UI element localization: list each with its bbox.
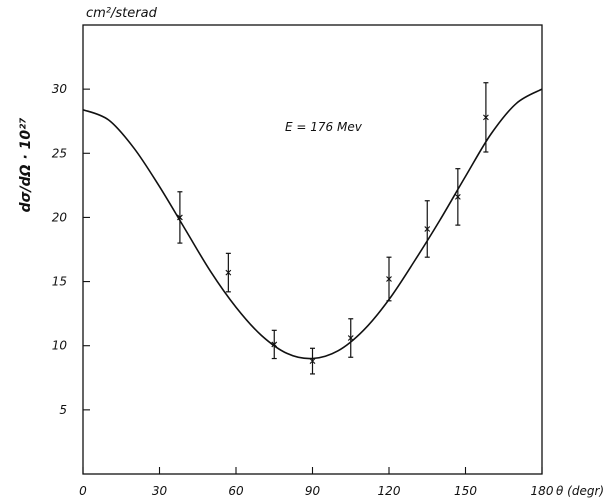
plot-frame — [82, 24, 543, 475]
point-marker-6 — [424, 226, 431, 232]
point-marker-4 — [347, 335, 354, 341]
x-tick-label-2: 60 — [228, 484, 244, 498]
x-tick-label-4: 120 — [378, 484, 401, 498]
data-point-8 — [483, 82, 489, 153]
data-point-3 — [309, 347, 316, 375]
x-tick-label-6: 180 — [531, 484, 554, 498]
point-marker-2 — [271, 341, 278, 348]
x-tick-label-3: 90 — [305, 484, 321, 498]
x-tick-label-5: 150 — [454, 484, 477, 498]
energy-annotation: E = 176 Mev — [285, 120, 363, 134]
x-tick-label-0: 0 — [79, 484, 87, 498]
data-point-7 — [454, 168, 461, 226]
axis-ticks — [82, 88, 543, 474]
y-axis-title: dσ/dΩ · 10²⁷ — [18, 118, 34, 213]
data-point-4 — [347, 318, 354, 358]
data-point-5 — [386, 256, 392, 302]
x-tick-label-1: 30 — [152, 484, 168, 498]
y-tick-label-0: 5 — [59, 403, 67, 417]
data-point-0 — [177, 191, 183, 244]
y-tick-label-1: 10 — [52, 339, 68, 353]
y-tick-label-2: 15 — [52, 275, 67, 289]
point-marker-5 — [386, 276, 392, 282]
point-marker-3 — [309, 358, 316, 364]
data-points-group — [177, 82, 489, 375]
y-unit-label: cm²/sterad — [86, 6, 158, 21]
y-tick-label-3: 20 — [52, 210, 68, 224]
data-point-6 — [424, 200, 431, 258]
y-tick-label-4: 25 — [52, 146, 67, 160]
data-point-2 — [271, 329, 278, 360]
data-point-1 — [225, 252, 232, 293]
y-tick-label-5: 30 — [52, 82, 68, 96]
point-marker-0 — [177, 214, 183, 221]
tick-labels-group: 0 30 60 90 120 150 180 5 10 15 20 25 30 — [52, 82, 554, 498]
x-axis-title: θ (degr) — [556, 484, 604, 498]
point-marker-7 — [454, 194, 461, 200]
point-marker-8 — [483, 114, 489, 121]
point-marker-1 — [225, 269, 232, 276]
